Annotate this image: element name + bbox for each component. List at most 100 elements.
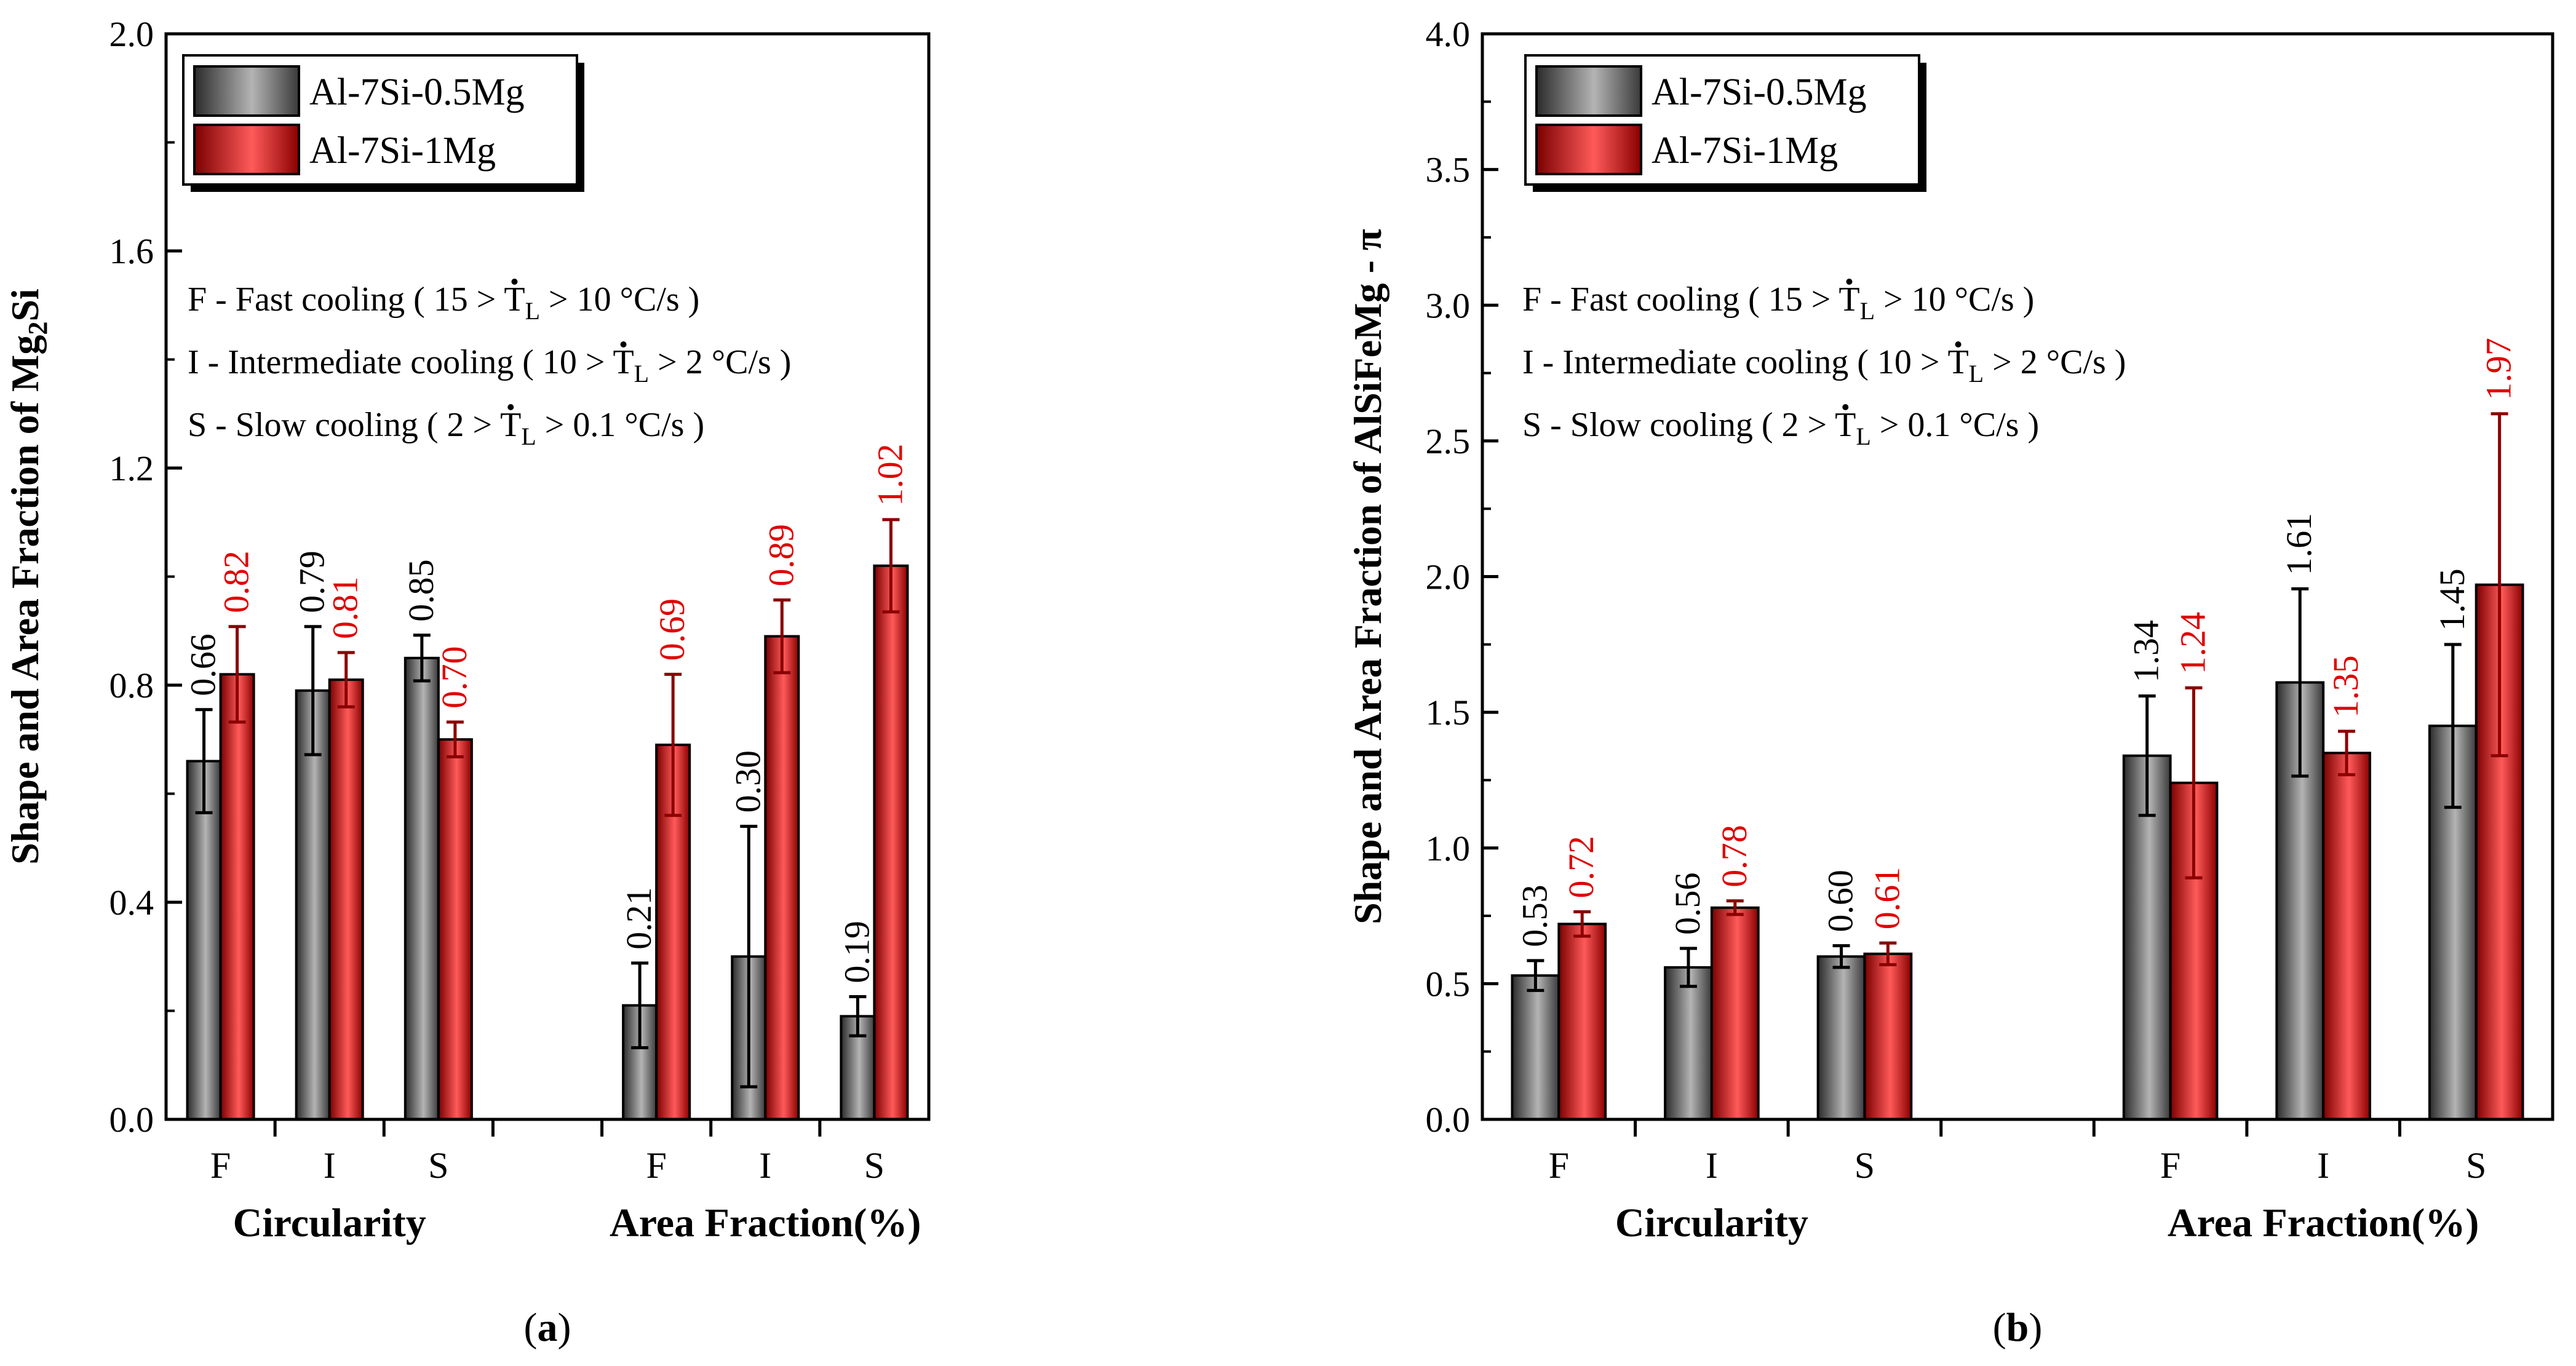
y-axis-title-main: Shape and Area Fraction of Mg xyxy=(3,335,47,865)
error-bar-gray-4 xyxy=(2291,587,2309,778)
cooling-note: I - Intermediate cooling ( 10 > TL > 2 °… xyxy=(1522,343,2126,387)
cooling-note-suffix: > 10 °C/s ) xyxy=(540,280,699,319)
bar-red-4 xyxy=(2322,752,2371,1121)
y-tick-label: 1.5 xyxy=(1426,693,1471,733)
error-bar-gray-2 xyxy=(1832,944,1850,969)
legend-swatch-red xyxy=(193,124,300,175)
bar-red-0 xyxy=(219,673,255,1121)
y-axis-title-tail: Si xyxy=(3,288,47,321)
cooling-rate-subscript: L xyxy=(521,423,536,450)
panel-label-letter: b xyxy=(2006,1305,2029,1350)
y-tick-label: 3.0 xyxy=(1426,285,1471,325)
derivative-dot xyxy=(507,404,514,410)
error-bar-gray-0 xyxy=(1527,959,1544,992)
panel-label-open: ( xyxy=(1993,1305,2006,1350)
cooling-note-prefix: F - Fast cooling ( 15 > xyxy=(1522,280,1839,319)
cooling-rate-symbol: T xyxy=(1835,406,1856,444)
y-tick-label: 0.0 xyxy=(1426,1100,1471,1140)
panel-label: (a) xyxy=(524,1305,571,1350)
value-label: 1.97 xyxy=(2479,338,2519,400)
cooling-rate-symbol: T xyxy=(1947,343,1968,381)
error-bar-gray-3 xyxy=(631,961,649,1050)
cooling-note-suffix: > 0.1 °C/s ) xyxy=(1871,406,2039,444)
group-label: Circularity xyxy=(1615,1201,1808,1245)
panel-label-close: ) xyxy=(558,1305,571,1350)
x-tick-label: F xyxy=(210,1145,231,1186)
error-bar-red-4 xyxy=(773,598,791,675)
panel-label-close: ) xyxy=(2029,1305,2042,1350)
panel-label-open: ( xyxy=(524,1305,538,1350)
cooling-note-prefix: I - Intermediate cooling ( 10 > xyxy=(1522,343,1947,381)
derivative-dot xyxy=(620,341,627,347)
value-label: 0.82 xyxy=(217,550,256,613)
value-label: 0.89 xyxy=(761,524,801,587)
x-tick-label: S xyxy=(864,1145,885,1186)
x-tick-label: S xyxy=(428,1145,448,1186)
cooling-rate-symbol: T xyxy=(1839,280,1859,319)
group-label: Area Fraction(%) xyxy=(2168,1201,2479,1245)
bar-red-2 xyxy=(1863,952,1913,1121)
value-label: 0.30 xyxy=(728,750,768,813)
derivative-dot xyxy=(1955,341,1962,347)
bar-gray-2 xyxy=(403,656,440,1121)
panel-label-letter: a xyxy=(538,1305,558,1350)
bar-gray-1 xyxy=(1664,966,1713,1121)
cooling-rate-subscript: L xyxy=(1860,297,1875,325)
value-label: 0.61 xyxy=(1867,867,1907,930)
error-bar-red-2 xyxy=(1879,941,1897,966)
error-bar-gray-5 xyxy=(849,995,867,1038)
cooling-note: F - Fast cooling ( 15 > TL > 10 °C/s ) xyxy=(1522,280,2034,325)
error-bar-gray-0 xyxy=(195,708,213,814)
y-tick-label: 2.0 xyxy=(109,14,154,54)
error-bar-red-5 xyxy=(882,518,900,614)
x-tick-label: I xyxy=(2317,1145,2329,1186)
x-tick-label: I xyxy=(1706,1145,1718,1186)
error-bar-gray-2 xyxy=(413,633,431,683)
cooling-note: S - Slow cooling ( 2 > TL > 0.1 °C/s ) xyxy=(188,406,704,450)
bar-red-2 xyxy=(437,738,473,1121)
cooling-note: S - Slow cooling ( 2 > TL > 0.1 °C/s ) xyxy=(1522,406,2039,450)
cooling-note-prefix: F - Fast cooling ( 15 > xyxy=(188,280,504,319)
y-tick-label: 1.6 xyxy=(109,231,154,271)
value-label: 0.70 xyxy=(434,646,474,709)
value-label: 0.85 xyxy=(401,559,441,622)
bar-gray-0 xyxy=(186,760,222,1121)
legend-swatch-red xyxy=(1535,124,1642,175)
y-tick-label: 1.2 xyxy=(109,448,154,488)
bar-red-0 xyxy=(1557,923,1607,1121)
error-bar-red-0 xyxy=(228,625,246,724)
cooling-rate-symbol: T xyxy=(613,343,634,381)
derivative-dot xyxy=(1846,279,1853,285)
error-bar-red-3 xyxy=(2185,686,2203,880)
y-tick-label: 0.0 xyxy=(109,1100,154,1140)
value-label: 1.24 xyxy=(2173,612,2212,675)
value-label: 1.61 xyxy=(2279,513,2319,576)
x-tick-label: I xyxy=(324,1145,336,1186)
cooling-note: I - Intermediate cooling ( 10 > TL > 2 °… xyxy=(188,343,791,387)
legend-label: Al-7Si-1Mg xyxy=(1652,130,1838,172)
y-axis-title-subscript: 2 xyxy=(23,322,53,335)
error-bar-gray-3 xyxy=(2138,694,2156,817)
legend-swatch-gray xyxy=(1535,65,1642,117)
error-bar-red-5 xyxy=(2491,412,2508,758)
panel-label: (b) xyxy=(1993,1305,2043,1350)
cooling-note-prefix: I - Intermediate cooling ( 10 > xyxy=(188,343,613,381)
cooling-rate-symbol: T xyxy=(500,406,521,444)
panel-a: 0.660.79 0.850.210.300.190.82 0.810.700.69… xyxy=(3,14,931,1350)
y-axis-title: Shape and Area Fraction of AlSiFeMg - π xyxy=(1346,229,1389,924)
value-label: 1.45 xyxy=(2432,568,2472,631)
error-bar-gray-4 xyxy=(740,824,758,1089)
panel-b: 0.53 0.56 0.60 1.34 1.61 1.45 0.72 0.78 0.61 1.24… xyxy=(1346,14,2554,1350)
y-tick-label: 3.5 xyxy=(1426,150,1471,190)
cooling-note-suffix: > 2 °C/s ) xyxy=(649,343,791,381)
plot-frame xyxy=(1481,32,2554,1121)
cooling-rate-symbol: T xyxy=(504,280,525,319)
error-bar-gray-5 xyxy=(2444,643,2462,809)
bar-gray-2 xyxy=(1816,955,1866,1121)
value-label: 0.81 xyxy=(325,577,365,640)
error-bar-red-4 xyxy=(2338,729,2356,777)
y-axis-title-main: Shape and Area Fraction of AlSiFeMg - π xyxy=(1346,229,1389,924)
error-bar-gray-1 xyxy=(1679,947,1697,988)
value-label: 0.79 xyxy=(292,550,332,613)
x-tick-label: F xyxy=(1549,1145,1569,1186)
